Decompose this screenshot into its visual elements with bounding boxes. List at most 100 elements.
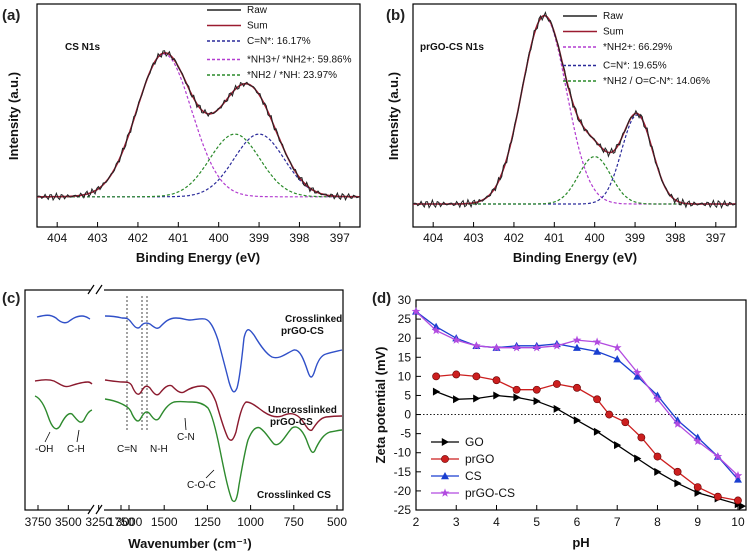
a-peak-c-n xyxy=(37,133,360,198)
panel-d-legend: GO prGO CS prGO-CS xyxy=(431,435,515,500)
d-point-prgo-6 xyxy=(552,380,561,388)
panel-a-legend: Raw Sum C=N*: 16.17% *NH3+/ *NH2+: 59.86% *N… xyxy=(207,5,352,81)
d-point-prgo-9 xyxy=(605,410,614,419)
a-legend-label-4: *NH2 / *NH: 23.97% xyxy=(247,70,337,81)
d-ytick-label--10: -10 xyxy=(394,446,412,460)
panel-c-xlabel: Wavenumber (cm⁻¹) xyxy=(128,536,251,551)
b-legend-label-1: Sum xyxy=(603,27,624,38)
a-peak-nh3-nh2 xyxy=(37,53,360,198)
a-xtick-label-397: 397 xyxy=(330,231,350,245)
d-point-go-12 xyxy=(674,479,682,488)
d-ytick-label-30: 30 xyxy=(398,293,412,307)
d-xtick-label-3: 3 xyxy=(453,515,460,529)
panel-b-xlabel: Binding Energy (eV) xyxy=(513,250,637,265)
panel-a-label: (a) xyxy=(2,7,20,24)
b-xtick-label-398: 398 xyxy=(665,231,685,245)
d-point-go-11 xyxy=(654,467,662,476)
c-xtick-label-3750: 3750 xyxy=(25,515,52,529)
d-point-prgo-11 xyxy=(637,433,646,442)
panel-b-ylabel: Intensity (a.u.) xyxy=(386,72,401,160)
d-point-prgo-13 xyxy=(673,467,682,476)
label-prgo-cs-1: prGO-CS xyxy=(281,326,324,337)
d-point-prgo-14 xyxy=(693,483,702,491)
d-xtick-label-10: 10 xyxy=(731,515,745,529)
d-point-prgo-cs-4 xyxy=(492,343,501,352)
d-point-prgo-3 xyxy=(492,376,501,385)
d-legend-marker-cs xyxy=(441,472,449,480)
d-point-go-13 xyxy=(694,488,702,497)
a-legend-label-2: C=N*: 16.17% xyxy=(247,36,311,47)
d-ytick-label--5: -5 xyxy=(400,427,411,441)
c-xtick-label-1500: 1500 xyxy=(151,515,178,529)
d-point-prgo-cs-3 xyxy=(472,341,481,350)
d-point-cs-11 xyxy=(633,372,642,380)
b-legend-label-4: *NH2 / O=C-N*: 14.06% xyxy=(603,76,710,87)
panel-d-frame xyxy=(415,299,747,511)
a-xtick-label-399: 399 xyxy=(249,231,269,245)
d-ytick-label--15: -15 xyxy=(394,465,412,479)
panel-a-xlabel: Binding Energy (eV) xyxy=(136,250,260,265)
d-ytick-label-25: 25 xyxy=(398,312,412,326)
d-point-prgo-16 xyxy=(734,496,742,505)
d-point-prgo-cs-16 xyxy=(733,471,743,480)
panel-c-ftir: (c) Crosslinked prGO-CS Uncrosslinked pr… xyxy=(2,284,347,551)
axis-break-top xyxy=(87,284,104,295)
d-legend-label-cs: CS xyxy=(465,469,482,483)
b-xtick-label-403: 403 xyxy=(464,231,484,245)
d-ytick-label-15: 15 xyxy=(398,350,412,364)
d-point-prgo-7 xyxy=(573,383,581,392)
d-point-prgo-5 xyxy=(532,385,541,394)
d-point-prgo-cs-6 xyxy=(532,343,542,352)
d-point-go-4 xyxy=(513,393,521,402)
d-point-go-8 xyxy=(593,427,602,436)
d-point-go-16 xyxy=(738,502,746,511)
a-xtick-label-401: 401 xyxy=(168,231,188,245)
d-point-go-1 xyxy=(453,395,461,404)
panel-a-frame xyxy=(36,3,361,228)
d-legend-marker-prgo xyxy=(441,455,449,463)
d-point-prgo-10 xyxy=(621,418,630,427)
d-point-prgo-12 xyxy=(653,452,662,461)
b-peak-c-n xyxy=(413,114,736,205)
panel-b-label: (b) xyxy=(386,7,405,24)
panel-b-frame xyxy=(412,3,737,228)
c-xtick-label-3250: 3250 xyxy=(85,515,112,529)
b-xtick-label-399: 399 xyxy=(625,231,645,245)
d-xtick-label-4: 4 xyxy=(493,515,500,529)
d-ytick-label-0: 0 xyxy=(404,408,411,422)
d-ytick-label-5: 5 xyxy=(404,388,411,402)
d-point-prgo-0 xyxy=(432,372,441,381)
panel-a-sample-label: CS N1s xyxy=(65,42,100,53)
a-xtick-label-400: 400 xyxy=(209,231,229,245)
d-ytick-label-20: 20 xyxy=(398,331,412,345)
a-legend-label-3: *NH3+/ *NH2+: 59.86% xyxy=(247,55,352,66)
d-point-prgo-cs-10 xyxy=(612,343,622,352)
arrow-oh xyxy=(44,431,51,443)
a-xtick-label-402: 402 xyxy=(128,231,148,245)
label-crosslinked-1: Crosslinked xyxy=(285,314,342,325)
d-legend-label-prgo: prGO xyxy=(465,452,494,466)
d-point-cs-10 xyxy=(613,355,622,363)
d-legend-label-go: GO xyxy=(465,435,484,449)
panel-a-xps-cs: (a) CS N1s Raw Sum C=N*: 16.17% *NH3+/ *NH2… xyxy=(2,3,361,265)
d-xtick-label-9: 9 xyxy=(694,515,701,529)
series-crosslinked-prgo-cs xyxy=(36,314,343,393)
c-xtick-label-3000: 3000 xyxy=(116,515,143,529)
d-point-prgo-cs-8 xyxy=(572,335,582,344)
d-point-cs-9 xyxy=(593,347,602,355)
panel-a-ylabel: Intensity (a.u.) xyxy=(6,72,21,160)
panel-b-sample-label: prGO-CS N1s xyxy=(420,42,484,53)
c-xtick-label-1000: 1000 xyxy=(237,515,264,529)
series-crosslinked-cs xyxy=(34,395,343,503)
d-point-go-3 xyxy=(493,391,501,400)
d-legend-marker-prgo-cs xyxy=(440,488,450,497)
a-xtick-label-403: 403 xyxy=(88,231,108,245)
d-point-prgo-4 xyxy=(512,385,521,394)
d-xtick-label-8: 8 xyxy=(654,515,661,529)
b-legend-label-2: *NH2+: 66.29% xyxy=(603,42,672,53)
d-ytick-label--25: -25 xyxy=(394,503,412,517)
d-point-prgo-2 xyxy=(472,372,481,381)
d-point-prgo-8 xyxy=(593,395,601,404)
a-xtick-label-404: 404 xyxy=(47,231,67,245)
